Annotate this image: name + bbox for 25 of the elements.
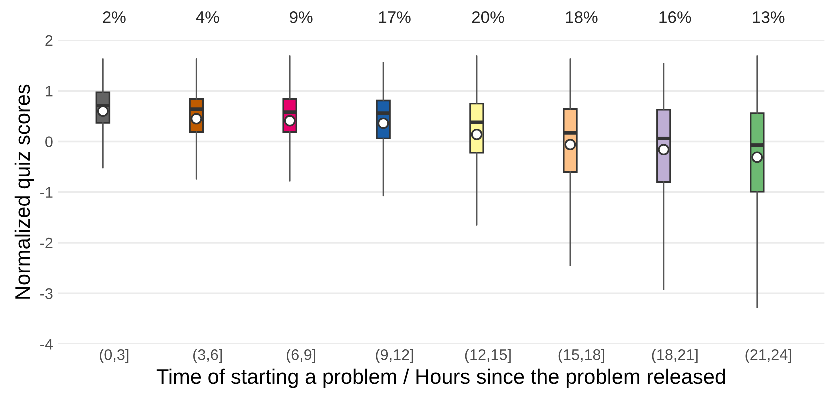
text: 16% [660, 12, 692, 24]
x-axis-title: Time of starting a problem / Hours since the problem released [156, 368, 726, 388]
x-tick-label: (6,9] [286, 349, 316, 364]
y-tick-label: -2 [40, 238, 53, 249]
y-tick-label: 0 [46, 136, 53, 148]
y-tick-label: -3 [40, 288, 53, 300]
y-tick-label: 2 [46, 35, 53, 46]
y-tick-label: -1 [40, 187, 53, 198]
text: 2% [103, 12, 126, 24]
x-tick-label: (12,15] [465, 349, 511, 364]
x-tick-label: (21,24] [746, 349, 792, 364]
y-tick-label: -4 [40, 339, 54, 350]
text: 4% [196, 12, 220, 24]
text: 17% [379, 12, 411, 24]
x-tick-label: (18,21] [652, 349, 698, 364]
text: 20% [472, 12, 504, 24]
x-tick-label: (3,6] [194, 349, 222, 364]
y-tick-label: 1 [46, 86, 53, 97]
text: 9% [290, 12, 313, 24]
x-tick-label: (15,18] [558, 349, 604, 364]
text: 13% [753, 12, 785, 24]
text: 18% [566, 12, 598, 24]
x-tick-label: (0,3] [100, 349, 129, 364]
y-axis-title: Normalized quiz scores [14, 84, 34, 299]
x-tick-label: (9,12] [376, 349, 414, 364]
